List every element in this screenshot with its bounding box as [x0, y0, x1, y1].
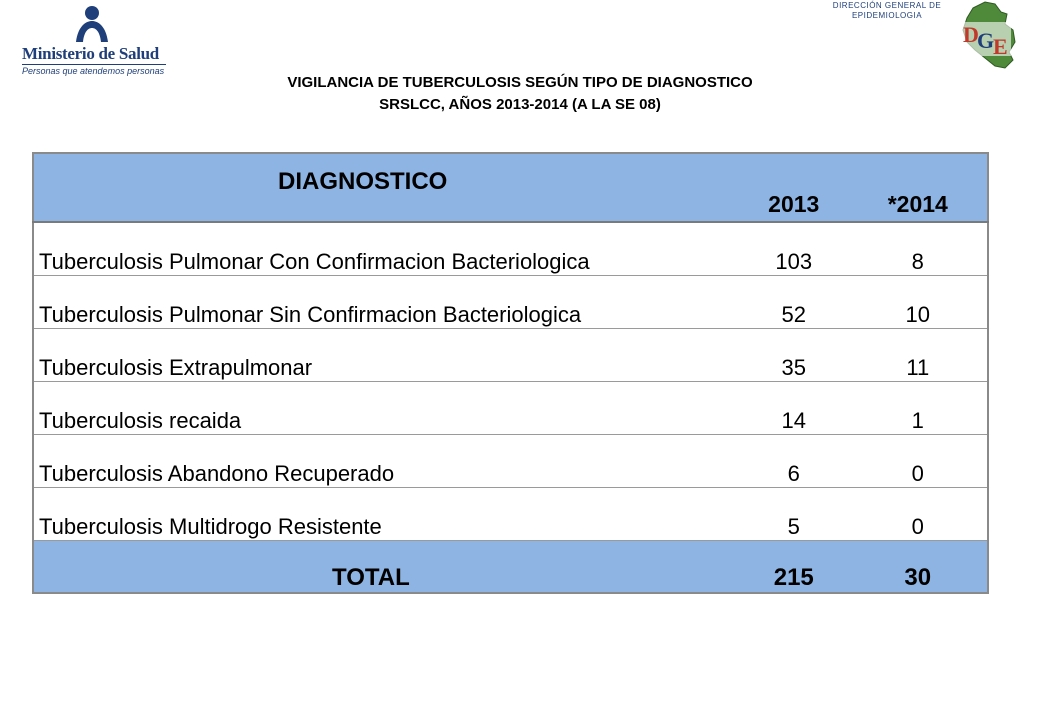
table-row: Tuberculosis recaida 14 1	[33, 381, 988, 435]
table-row: Tuberculosis Abandono Recuperado 6 0	[33, 434, 988, 488]
value-2014: 0	[848, 434, 988, 488]
value-2014: 8	[848, 222, 988, 276]
column-header-2014: *2014	[848, 153, 988, 223]
svg-text:G: G	[977, 28, 994, 53]
logo-divider	[22, 64, 166, 65]
column-header-2013: 2013	[738, 153, 849, 223]
total-2014: 30	[848, 540, 988, 593]
total-label: TOTAL	[33, 540, 739, 593]
total-row: TOTAL 215 30	[33, 540, 988, 593]
row-label: Tuberculosis Pulmonar Sin Confirmacion B…	[33, 275, 739, 329]
ministry-tagline: Personas que atendemos personas	[22, 66, 165, 76]
row-label: Tuberculosis Extrapulmonar	[33, 328, 739, 382]
value-2013: 14	[738, 381, 849, 435]
dge-caption: DIRECCIÓN GENERAL DE EPIDEMIOLOGIA	[822, 1, 952, 21]
table-row: Tuberculosis Extrapulmonar 35 11	[33, 328, 988, 382]
value-2013: 6	[738, 434, 849, 488]
table-header-row: DIAGNOSTICO 2013 *2014	[33, 153, 988, 223]
dge-caption-line1: DIRECCIÓN GENERAL DE	[832, 1, 942, 10]
value-2014: 1	[848, 381, 988, 435]
row-label: Tuberculosis recaida	[33, 381, 739, 435]
total-2013: 215	[738, 540, 849, 593]
dge-caption-line2: EPIDEMIOLOGIA	[851, 11, 923, 20]
peru-map-icon: D G E	[961, 1, 1016, 69]
ministry-name: Ministerio de Salud	[22, 44, 159, 63]
column-header-diagnostico: DIAGNOSTICO	[33, 153, 739, 223]
row-label: Tuberculosis Abandono Recuperado	[33, 434, 739, 488]
row-label: Tuberculosis Pulmonar Con Confirmacion B…	[33, 222, 739, 276]
value-2013: 5	[738, 487, 849, 541]
value-2013: 35	[738, 328, 849, 382]
report-title: VIGILANCIA DE TUBERCULOSIS SEGÚN TIPO DE…	[287, 74, 753, 91]
tuberculosis-table: DIAGNOSTICO 2013 *2014 Tuberculosis Pulm…	[32, 152, 989, 594]
table-row: Tuberculosis Pulmonar Sin Confirmacion B…	[33, 275, 988, 329]
row-label: Tuberculosis Multidrogo Resistente	[33, 487, 739, 541]
value-2014: 10	[848, 275, 988, 329]
table-row: Tuberculosis Pulmonar Con Confirmacion B…	[33, 222, 988, 276]
report-subtitle: SRSLCC, AÑOS 2013-2014 (A LA SE 08)	[379, 96, 661, 113]
svg-text:D: D	[963, 22, 979, 47]
value-2014: 11	[848, 328, 988, 382]
ministerio-de-salud-logo: Ministerio de Salud Personas que atendem…	[20, 4, 170, 76]
value-2013: 103	[738, 222, 849, 276]
value-2014: 0	[848, 487, 988, 541]
value-2013: 52	[738, 275, 849, 329]
table-row: Tuberculosis Multidrogo Resistente 5 0	[33, 487, 988, 541]
dge-logo: D G E	[955, 0, 1020, 72]
family-icon	[76, 6, 108, 42]
svg-text:E: E	[993, 34, 1008, 59]
